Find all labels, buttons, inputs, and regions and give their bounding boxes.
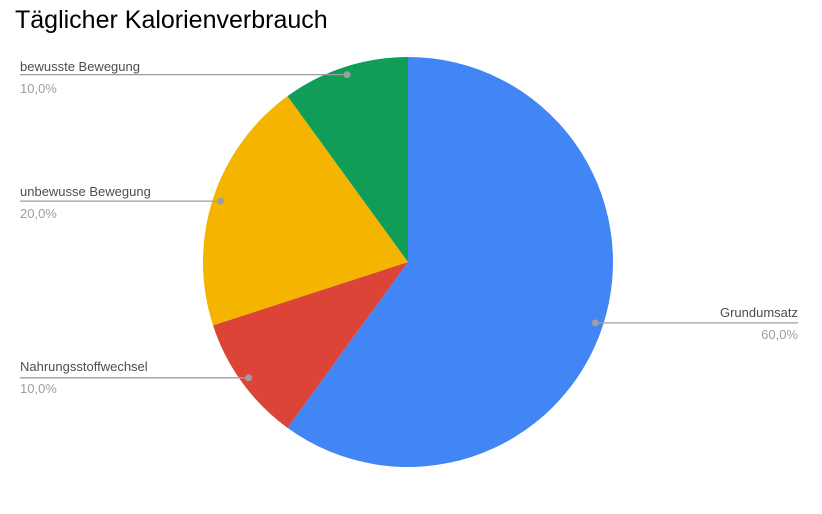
slice-label-nahrungsstoffwechsel: Nahrungsstoffwechsel — [20, 359, 148, 374]
slice-label-unbewusse-bewegung: unbewusse Bewegung — [20, 184, 151, 199]
leader-dot-nahrungsstoffwechsel — [245, 374, 253, 382]
leader-dot-grundumsatz — [591, 319, 599, 327]
pie-slice-nahrungsstoffwechsel[interactable] — [213, 262, 408, 428]
leader-dot-unbewusse-bewegung — [217, 197, 225, 205]
slice-label-grundumsatz: Grundumsatz — [719, 305, 798, 320]
slice-value-unbewusse-bewegung: 20,0% — [20, 206, 57, 221]
pie-slice-bewusste-bewegung[interactable] — [287, 56, 409, 262]
slice-value-nahrungsstoffwechsel: 10,0% — [20, 381, 57, 396]
pie-slice-grundumsatz[interactable] — [287, 57, 613, 467]
slice-value-bewusste-bewegung: 10,0% — [20, 81, 57, 96]
leader-dot-bewusste-bewegung — [343, 71, 351, 79]
pie-slice-unbewusse-bewegung[interactable] — [202, 96, 408, 326]
chart-title: Täglicher Kalorienverbrauch — [15, 6, 328, 34]
slice-label-bewusste-bewegung: bewusste Bewegung — [20, 59, 140, 74]
slice-value-grundumsatz: 60,0% — [761, 327, 798, 342]
